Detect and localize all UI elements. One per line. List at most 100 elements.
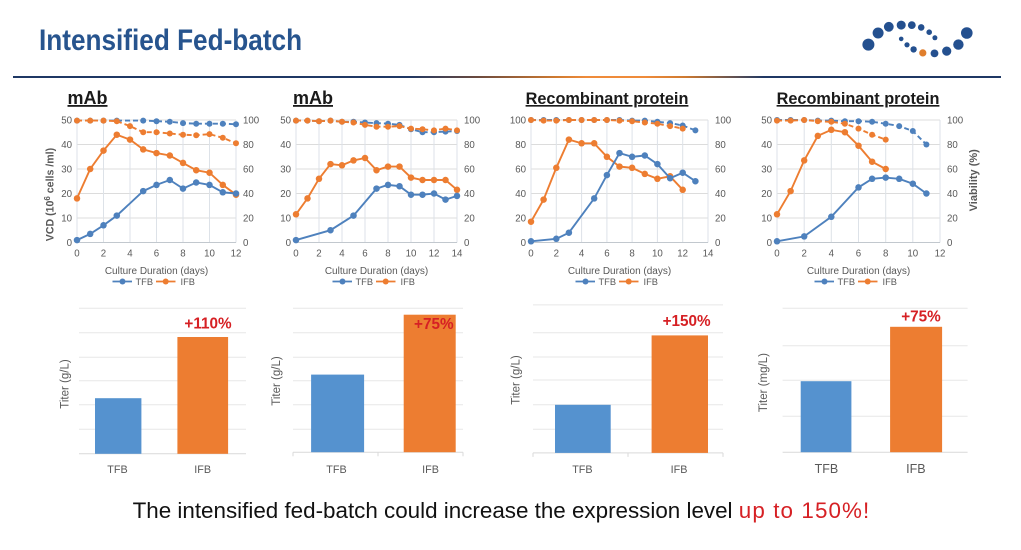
svg-text:60: 60 <box>243 165 254 176</box>
svg-text:30: 30 <box>761 165 772 176</box>
svg-text:12: 12 <box>677 249 688 260</box>
svg-text:0: 0 <box>528 249 534 260</box>
svg-text:20: 20 <box>761 189 772 200</box>
svg-text:0: 0 <box>74 249 80 260</box>
svg-text:0: 0 <box>947 238 953 249</box>
svg-text:14: 14 <box>452 249 463 260</box>
svg-text:2: 2 <box>101 249 106 260</box>
svg-text:40: 40 <box>61 140 72 151</box>
svg-text:100: 100 <box>510 116 527 127</box>
svg-text:20: 20 <box>947 214 958 225</box>
svg-text:0: 0 <box>293 249 299 260</box>
svg-text:10: 10 <box>761 214 772 225</box>
svg-text:100: 100 <box>243 116 260 127</box>
svg-text:14: 14 <box>703 249 714 260</box>
svg-text:+75%: +75% <box>901 309 941 326</box>
svg-text:60: 60 <box>947 165 958 176</box>
svg-text:40: 40 <box>280 140 291 151</box>
svg-text:50: 50 <box>61 116 72 127</box>
svg-text:4: 4 <box>579 249 585 260</box>
svg-text:4: 4 <box>829 249 835 260</box>
svg-text:8: 8 <box>385 249 390 260</box>
svg-text:TFB: TFB <box>107 464 127 476</box>
svg-text:+150%: +150% <box>663 313 711 330</box>
svg-text:40: 40 <box>761 140 772 151</box>
svg-text:10: 10 <box>406 249 417 260</box>
svg-text:IFB: IFB <box>671 464 688 476</box>
svg-text:10: 10 <box>61 214 72 225</box>
svg-text:+110%: +110% <box>184 316 232 333</box>
svg-text:0: 0 <box>774 249 780 260</box>
svg-text:80: 80 <box>464 140 475 151</box>
svg-text:IFB: IFB <box>194 464 211 476</box>
svg-text:0: 0 <box>243 238 249 249</box>
svg-text:80: 80 <box>715 140 726 151</box>
svg-text:8: 8 <box>180 249 185 260</box>
svg-text:60: 60 <box>464 165 475 176</box>
svg-text:Titer (g/L): Titer (g/L) <box>511 355 523 405</box>
svg-text:6: 6 <box>604 249 609 260</box>
svg-text:0: 0 <box>286 238 292 249</box>
svg-text:+75%: +75% <box>414 316 454 333</box>
svg-text:Culture Duration (days): Culture Duration (days) <box>105 266 208 277</box>
svg-text:20: 20 <box>280 189 291 200</box>
svg-text:40: 40 <box>715 189 726 200</box>
svg-text:IFB: IFB <box>644 277 658 287</box>
svg-text:Recombinant protein: Recombinant protein <box>526 90 689 108</box>
svg-text:100: 100 <box>947 116 964 127</box>
svg-text:0: 0 <box>521 238 527 249</box>
svg-text:TFB: TFB <box>326 464 346 476</box>
svg-text:mAb: mAb <box>68 88 108 108</box>
svg-text:Titer (g/L): Titer (g/L) <box>271 356 283 406</box>
svg-text:2: 2 <box>802 249 807 260</box>
svg-text:10: 10 <box>204 249 215 260</box>
svg-text:VCD (106 cells /ml): VCD (106 cells /ml) <box>43 148 56 241</box>
svg-text:10: 10 <box>652 249 663 260</box>
svg-text:12: 12 <box>429 249 440 260</box>
svg-text:12: 12 <box>935 249 946 260</box>
svg-text:mAb: mAb <box>293 88 333 108</box>
svg-text:Titer (mg/L): Titer (mg/L) <box>758 353 770 412</box>
svg-text:100: 100 <box>715 116 732 127</box>
svg-text:TFB: TFB <box>838 277 856 287</box>
svg-text:0: 0 <box>464 238 470 249</box>
svg-text:20: 20 <box>243 214 254 225</box>
svg-text:IFB: IFB <box>401 277 415 287</box>
svg-text:20: 20 <box>61 189 72 200</box>
svg-text:30: 30 <box>61 165 72 176</box>
svg-text:IFB: IFB <box>906 462 925 476</box>
svg-text:8: 8 <box>629 249 634 260</box>
svg-text:8: 8 <box>883 249 888 260</box>
svg-text:Culture Duration (days): Culture Duration (days) <box>568 266 671 277</box>
svg-text:0: 0 <box>67 238 73 249</box>
svg-text:20: 20 <box>715 214 726 225</box>
svg-text:TFB: TFB <box>136 277 154 287</box>
svg-text:30: 30 <box>280 165 291 176</box>
svg-text:6: 6 <box>154 249 159 260</box>
svg-text:10: 10 <box>907 249 918 260</box>
svg-text:TFB: TFB <box>572 464 592 476</box>
svg-text:50: 50 <box>761 116 772 127</box>
svg-text:Viability (%): Viability (%) <box>968 149 980 211</box>
svg-text:6: 6 <box>856 249 861 260</box>
svg-text:IFB: IFB <box>181 277 195 287</box>
svg-text:4: 4 <box>339 249 345 260</box>
svg-text:12: 12 <box>231 249 242 260</box>
svg-text:20: 20 <box>515 214 526 225</box>
svg-text:0: 0 <box>767 238 773 249</box>
svg-text:TFB: TFB <box>599 277 617 287</box>
svg-text:40: 40 <box>243 189 254 200</box>
svg-text:Recombinant protein: Recombinant protein <box>777 90 940 108</box>
svg-text:2: 2 <box>554 249 559 260</box>
svg-text:IFB: IFB <box>422 464 439 476</box>
svg-text:40: 40 <box>947 189 958 200</box>
svg-text:10: 10 <box>280 214 291 225</box>
svg-text:IFB: IFB <box>883 277 897 287</box>
svg-text:Titer (g/L): Titer (g/L) <box>60 359 72 409</box>
svg-text:6: 6 <box>362 249 367 260</box>
svg-text:20: 20 <box>464 214 475 225</box>
svg-text:Culture Duration (days): Culture Duration (days) <box>807 266 910 277</box>
svg-text:40: 40 <box>464 189 475 200</box>
svg-text:4: 4 <box>127 249 133 260</box>
svg-text:2: 2 <box>316 249 321 260</box>
